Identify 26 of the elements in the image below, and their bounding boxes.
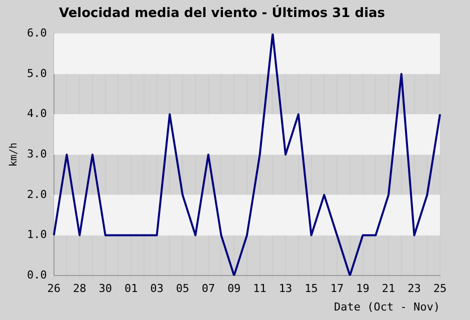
x-tick-label: 09 xyxy=(227,282,241,296)
x-axis-title: Date (Oct - Nov) xyxy=(334,300,440,314)
y-tick-label: 1.0 xyxy=(26,228,47,242)
x-tick-label: 30 xyxy=(98,282,112,296)
x-tick-label: 25 xyxy=(433,282,447,296)
y-tick-label: 2.0 xyxy=(26,188,47,201)
y-tick-label: 0.0 xyxy=(26,268,47,282)
y-tick-label: 3.0 xyxy=(26,147,47,160)
x-tick-label: 13 xyxy=(278,282,292,296)
y-tick-label: 6.0 xyxy=(26,26,47,40)
y-axis-title: km/h xyxy=(8,142,20,167)
y-tick-label: 4.0 xyxy=(26,107,47,120)
x-tick-label: 01 xyxy=(124,282,138,296)
x-tick-label: 17 xyxy=(330,282,344,296)
y-tick-label: 5.0 xyxy=(26,66,47,80)
chart-title: Velocidad media del viento - Últimos 31 dias xyxy=(58,4,386,22)
x-tick-label: 05 xyxy=(176,282,190,296)
x-tick-label: 28 xyxy=(72,282,86,296)
x-tick-label: 15 xyxy=(304,282,318,296)
x-tick-label: 26 xyxy=(47,282,60,296)
x-tick-label: 07 xyxy=(202,282,215,296)
x-tick-label: 19 xyxy=(356,282,370,296)
x-tick-label: 21 xyxy=(382,282,396,296)
x-tick-label: 23 xyxy=(408,282,421,296)
x-tick-label: 03 xyxy=(150,282,164,296)
x-tick-label: 11 xyxy=(253,282,266,296)
